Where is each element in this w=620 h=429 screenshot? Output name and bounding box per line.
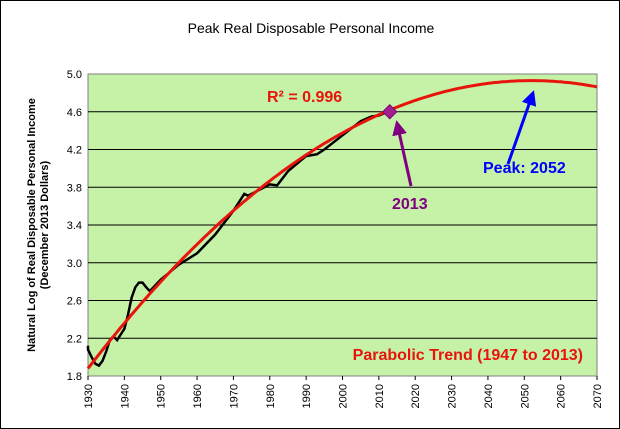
arrow-2013 (392, 120, 413, 187)
x-tick-label: 2060 (556, 384, 568, 408)
peak-label: Peak: 2052 (483, 160, 566, 177)
x-tick-label: 1970 (228, 384, 240, 408)
y-tick-label: 4.2 (67, 145, 82, 157)
x-tick-label: 2010 (374, 384, 386, 408)
y-tick-label: 3.4 (67, 220, 82, 232)
r-squared-label: R² = 0.996 (267, 89, 342, 106)
data-point-2013 (382, 104, 398, 120)
y-tick-label: 2.2 (67, 333, 82, 345)
x-tick-label: 1930 (83, 384, 95, 408)
y-axis-label-line2: (December 2013 Dollars) (39, 160, 51, 289)
data-series-line (86, 109, 391, 368)
x-tick-label: 1950 (156, 384, 168, 408)
y-tick-label: 1.8 (67, 371, 82, 383)
y-tick-label: 4.6 (67, 107, 82, 119)
y-tick-label: 3.0 (67, 258, 82, 270)
chart-title: Peak Real Disposable Personal Income (188, 20, 435, 36)
x-tick-label: 2000 (338, 384, 350, 408)
x-tick-label: 1960 (192, 384, 204, 408)
trend-series-line (86, 79, 598, 370)
year-2013-label: 2013 (392, 196, 428, 213)
trend-label: Parabolic Trend (1947 to 2013) (353, 347, 583, 364)
x-tick-label: 1980 (265, 384, 277, 408)
x-tick-label: 2040 (483, 384, 495, 408)
y-axis-ticks: 1.8 2.2 2.6 3.0 3.4 3.8 4.2 4.6 5.0 (67, 69, 82, 383)
x-tick-label: 2050 (519, 384, 531, 408)
arrow-peak (506, 90, 537, 165)
x-tick-label: 2030 (447, 384, 459, 408)
y-tick-label: 5.0 (67, 69, 82, 81)
x-tick-label: 2020 (410, 384, 422, 408)
x-axis-ticks: 1930 1940 1950 1960 1970 1980 1990 2000 2010 2020… (83, 376, 604, 408)
y-axis-label-line1: Natural Log of Real Disposable Personal … (26, 98, 38, 352)
x-tick-label: 1940 (119, 384, 131, 408)
y-tick-label: 3.8 (67, 182, 82, 194)
y-tick-label: 2.6 (67, 296, 82, 308)
x-tick-label: 2070 (592, 384, 604, 408)
x-tick-label: 1990 (301, 384, 313, 408)
